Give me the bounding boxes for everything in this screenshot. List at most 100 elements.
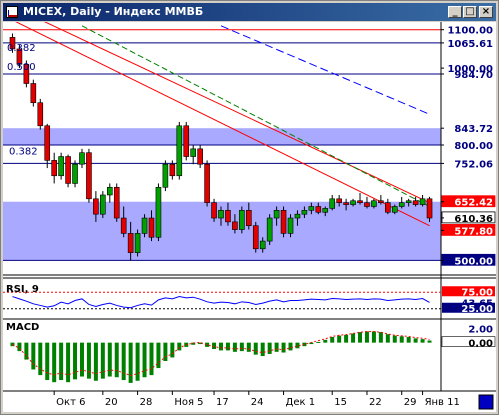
candle: [315, 206, 322, 213]
trend-line: [44, 22, 430, 204]
price-axis-label: 652.42: [454, 198, 493, 209]
time-axis-label: Дек 1: [286, 397, 316, 408]
macd-bar: [24, 342, 29, 360]
candle: [280, 210, 287, 234]
macd-bar: [274, 342, 279, 352]
time-axis-label: Янв 11: [425, 397, 460, 408]
time-axis-label: 22: [369, 397, 382, 408]
macd-bar: [232, 342, 237, 352]
rsi-tag: [442, 302, 495, 313]
maximize-button[interactable]: □: [463, 6, 477, 18]
rsi-axis-label: 75.00: [461, 287, 493, 298]
macd-bar: [288, 342, 293, 351]
macd-bar: [427, 340, 432, 343]
macd-bar: [351, 333, 356, 343]
macd-bar: [128, 342, 133, 383]
price-axis-label: 984.70: [454, 70, 493, 81]
candle: [301, 210, 308, 215]
macd-bar: [385, 334, 390, 343]
rsi-line: [12, 296, 430, 309]
time-axis-label: 17: [216, 397, 229, 408]
macd-bar: [86, 342, 91, 379]
macd-bar: [142, 342, 147, 378]
candle: [183, 125, 190, 157]
macd-bar: [413, 338, 418, 343]
candle: [113, 186, 120, 219]
candle: [218, 210, 224, 219]
candle: [86, 152, 92, 200]
candle: [127, 233, 134, 253]
title-bar[interactable]: MICEX, Daily - Индекс ММВБ _ □ ×: [3, 3, 496, 21]
candle: [141, 217, 148, 234]
candle: [357, 200, 363, 203]
macd-bar: [378, 332, 383, 343]
time-axis-label: 20: [105, 397, 118, 408]
candle: [419, 198, 426, 205]
candle: [412, 200, 419, 205]
candle: [391, 206, 398, 213]
candle: [197, 148, 203, 165]
macd-bar: [358, 332, 363, 343]
macd-bar: [156, 342, 161, 369]
macd-bar: [17, 342, 22, 352]
minimize-button[interactable]: _: [448, 6, 462, 18]
macd-bar: [212, 342, 217, 349]
candle: [106, 186, 113, 196]
chart-area[interactable]: 0.382 0.500 0.382 1100.00 1065.61 1000.00 984.…: [3, 22, 496, 412]
candle: [169, 163, 176, 177]
macd-bar: [246, 342, 251, 352]
candle: [204, 163, 210, 203]
trend-line: [15, 22, 430, 227]
candle: [364, 202, 370, 207]
macd-bar: [323, 339, 328, 343]
candle: [378, 200, 384, 203]
candle: [51, 160, 57, 177]
fib-level-label: 0.500: [7, 62, 36, 73]
macd-bar: [253, 342, 258, 355]
macd-bar: [198, 342, 203, 345]
candle: [211, 202, 217, 219]
price-axis-label: 1065.61: [447, 39, 493, 50]
candle: [120, 217, 127, 234]
candle: [322, 208, 329, 213]
macd-bar: [135, 342, 140, 381]
macd-bar: [191, 342, 196, 345]
macd-bar: [205, 342, 210, 347]
candle: [405, 200, 412, 203]
macd-bar: [316, 341, 321, 343]
macd-label: MACD: [6, 322, 39, 333]
candle: [294, 213, 301, 219]
price-axis-label: 752.06: [454, 159, 493, 170]
candle: [162, 163, 169, 188]
candle: [287, 217, 294, 234]
macd-bar: [73, 342, 78, 380]
macd-bar: [239, 342, 244, 352]
price-chart[interactable]: 0.382 0.500 0.382 1100.00 1065.61 1000.00984.…: [3, 22, 496, 412]
macd-bar: [114, 342, 119, 378]
macd-bar: [121, 342, 126, 381]
macd-bar: [177, 342, 182, 351]
candle: [225, 210, 231, 223]
time-axis-label: Ноя 5: [174, 397, 203, 408]
trend-line: [220, 25, 430, 115]
macd-bar: [225, 342, 230, 351]
rsi-label: RSI, 9: [6, 284, 39, 295]
candle: [72, 163, 78, 184]
rsi-axis-label: 25.00: [461, 304, 493, 315]
time-axis-label: 24: [251, 397, 264, 408]
macd-bar: [295, 342, 300, 349]
candle: [350, 200, 356, 205]
candle: [23, 63, 30, 84]
candle: [79, 152, 85, 165]
fib-level-label: 0.382: [9, 147, 38, 158]
rsi-tag: [442, 286, 495, 297]
candle: [100, 194, 106, 215]
price-axis-label: 500.00: [454, 256, 493, 267]
close-button[interactable]: ×: [479, 6, 493, 18]
macd-bar: [59, 342, 64, 381]
macd-bar: [371, 331, 376, 343]
candle: [65, 156, 71, 184]
time-axis-label: 15: [334, 397, 347, 408]
candle: [44, 125, 51, 161]
candle: [398, 202, 405, 207]
